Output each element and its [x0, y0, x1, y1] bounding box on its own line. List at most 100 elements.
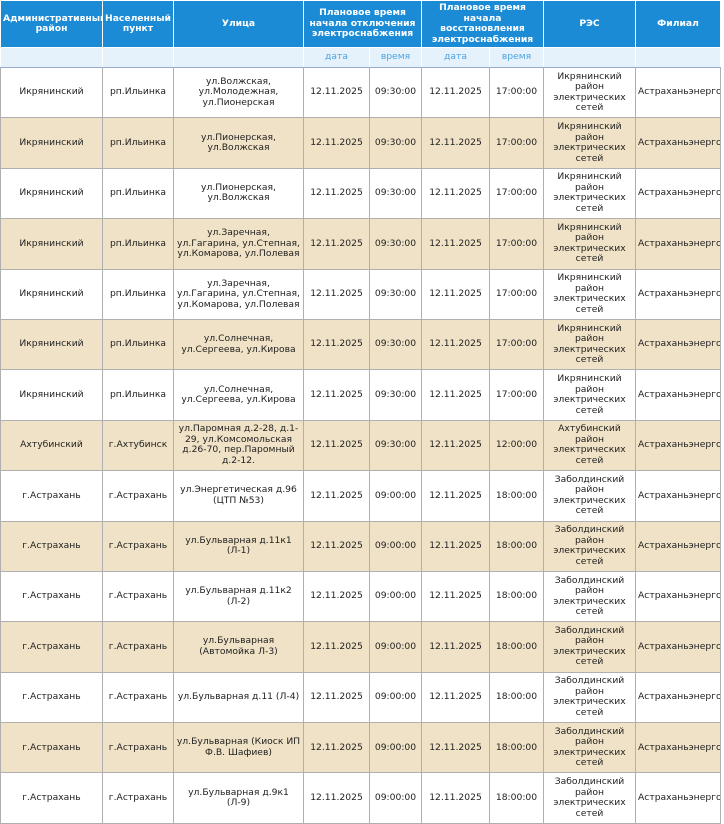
empty-cell	[102, 47, 174, 68]
table-cell: 12.11.2025	[421, 520, 490, 572]
table-row: Икрянинский рп.Ильинка ул.Пионерская, ул.В…	[0, 167, 721, 220]
table-cell: ул.Бульварная д.11к2 (Л-2)	[173, 570, 304, 623]
table-cell: 09:30:00	[369, 419, 422, 472]
table-row: г.Астрахань г.Астрахань ул.Бульварная д.11…	[0, 671, 721, 724]
table-cell: Заболдинский район электрических сетей	[543, 671, 636, 724]
table-cell: г.Астрахань	[0, 621, 103, 673]
table-cell: 18:00:00	[489, 570, 544, 623]
table-cell: г.Астрахань	[102, 722, 174, 774]
table-cell: 09:30:00	[369, 66, 422, 119]
table-cell: 12.11.2025	[303, 520, 370, 572]
table-cell: г.Астрахань	[102, 621, 174, 673]
table-cell: 12.11.2025	[303, 268, 370, 320]
table-cell: 12.11.2025	[303, 772, 370, 824]
table-cell: 17:00:00	[489, 369, 544, 421]
table-cell: 12.11.2025	[303, 671, 370, 724]
table-cell: Икрянинский	[0, 167, 103, 220]
table-cell: Заболдинский район электрических сетей	[543, 570, 636, 623]
empty-cell	[173, 47, 304, 68]
table-cell: Икрянинский район электрических сетей	[543, 167, 636, 220]
table-cell: ул.Бульварная (Киоск ИП Ф.В. Шафиев)	[173, 722, 304, 774]
table-cell: Икрянинский	[0, 117, 103, 169]
header-cell: Филиал	[635, 0, 721, 48]
header-cell: Населенный пункт	[102, 0, 174, 48]
table-cell: ул.Пионерская, ул.Волжская	[173, 117, 304, 169]
table-cell: Икрянинский район электрических сетей	[543, 66, 636, 119]
table-cell: Астраханьэнерго	[635, 218, 721, 270]
table-cell: 09:00:00	[369, 772, 422, 824]
table-cell: Астраханьэнерго	[635, 419, 721, 472]
table-cell: 12.11.2025	[421, 66, 490, 119]
table-row: г.Астрахань г.Астрахань ул.Бульварная д.11…	[0, 570, 721, 623]
table-cell: 12.11.2025	[303, 66, 370, 119]
table-cell: Астраханьэнерго	[635, 66, 721, 119]
table-cell: 09:30:00	[369, 268, 422, 320]
table-cell: Икрянинский район электрических сетей	[543, 318, 636, 371]
subheader-row: дата время дата время	[0, 47, 721, 68]
table-cell: Заболдинский район электрических сетей	[543, 520, 636, 572]
table-cell: ул.Солнечная, ул.Сергеева, ул.Кирова	[173, 318, 304, 371]
table-cell: Астраханьэнерго	[635, 772, 721, 824]
table-cell: 09:00:00	[369, 621, 422, 673]
table-cell: 18:00:00	[489, 671, 544, 724]
table-cell: ул.Бульварная д.11 (Л-4)	[173, 671, 304, 724]
table-cell: ул.Заречная, ул.Гагарина, ул.Степная, ул…	[173, 268, 304, 320]
table-cell: Заболдинский район электрических сетей	[543, 470, 636, 522]
table-cell: 18:00:00	[489, 520, 544, 572]
table-row: Икрянинский рп.Ильинка ул.Волжская, ул.Мол…	[0, 66, 721, 119]
table-cell: Икрянинский	[0, 66, 103, 119]
subheader-cell: дата	[303, 47, 370, 68]
table-cell: 17:00:00	[489, 66, 544, 119]
table-cell: 12.11.2025	[421, 369, 490, 421]
empty-cell	[635, 47, 721, 68]
table-cell: 17:00:00	[489, 167, 544, 220]
empty-cell	[0, 47, 103, 68]
table-cell: рп.Ильинка	[102, 66, 174, 119]
table-cell: 12.11.2025	[421, 218, 490, 270]
table-cell: 12.11.2025	[303, 419, 370, 472]
table-cell: 12.11.2025	[303, 570, 370, 623]
table-cell: Икрянинский	[0, 318, 103, 371]
table-cell: 09:30:00	[369, 218, 422, 270]
table-cell: 12.11.2025	[421, 167, 490, 220]
table-cell: Астраханьэнерго	[635, 369, 721, 421]
table-cell: 18:00:00	[489, 621, 544, 673]
subheader-cell: время	[489, 47, 544, 68]
table-row: г.Астрахань г.Астрахань ул.Бульварная д.11…	[0, 520, 721, 572]
table-cell: Астраханьэнерго	[635, 570, 721, 623]
table-cell: Ахтубинский район электрических сетей	[543, 419, 636, 472]
table-cell: 12.11.2025	[421, 117, 490, 169]
table-cell: г.Астрахань	[0, 722, 103, 774]
table-cell: 17:00:00	[489, 218, 544, 270]
table-cell: 18:00:00	[489, 722, 544, 774]
table-row: Ахтубинский г.Ахтубинск ул.Паромная д.2-28…	[0, 419, 721, 472]
table-cell: рп.Ильинка	[102, 369, 174, 421]
empty-cell	[543, 47, 636, 68]
table-cell: Астраханьэнерго	[635, 318, 721, 371]
table-cell: 12.11.2025	[421, 268, 490, 320]
table-cell: ул.Заречная, ул.Гагарина, ул.Степная, ул…	[173, 218, 304, 270]
table-cell: Астраханьэнерго	[635, 470, 721, 522]
table-row: г.Астрахань г.Астрахань ул.Бульварная (Авт…	[0, 621, 721, 673]
table-cell: 12.11.2025	[421, 772, 490, 824]
table-cell: 17:00:00	[489, 268, 544, 320]
table-cell: 12.11.2025	[421, 419, 490, 472]
subheader-cell: дата	[421, 47, 490, 68]
table-cell: рп.Ильинка	[102, 117, 174, 169]
table-cell: 12.11.2025	[303, 117, 370, 169]
table-cell: Икрянинский район электрических сетей	[543, 369, 636, 421]
table-row: Икрянинский рп.Ильинка ул.Пионерская, ул.В…	[0, 117, 721, 169]
table-cell: 12.11.2025	[421, 470, 490, 522]
table-cell: Астраханьэнерго	[635, 722, 721, 774]
table-cell: г.Астрахань	[102, 570, 174, 623]
table-cell: г.Астрахань	[102, 671, 174, 724]
table-cell: 09:30:00	[369, 369, 422, 421]
table-cell: ул.Бульварная д.11к1 (Л-1)	[173, 520, 304, 572]
table-cell: г.Астрахань	[102, 772, 174, 824]
header-cell: Административный район	[0, 0, 103, 48]
table-cell: Ахтубинский	[0, 419, 103, 472]
table-cell: 12.11.2025	[303, 167, 370, 220]
table-cell: ул.Бульварная (Автомойка Л-3)	[173, 621, 304, 673]
table-cell: Астраханьэнерго	[635, 167, 721, 220]
